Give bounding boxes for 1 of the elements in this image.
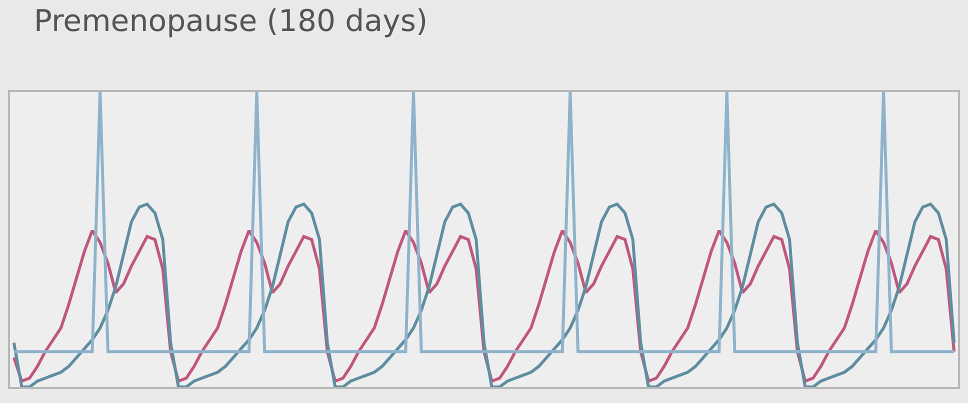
chart-title: Premenopause (180 days) <box>34 4 428 40</box>
